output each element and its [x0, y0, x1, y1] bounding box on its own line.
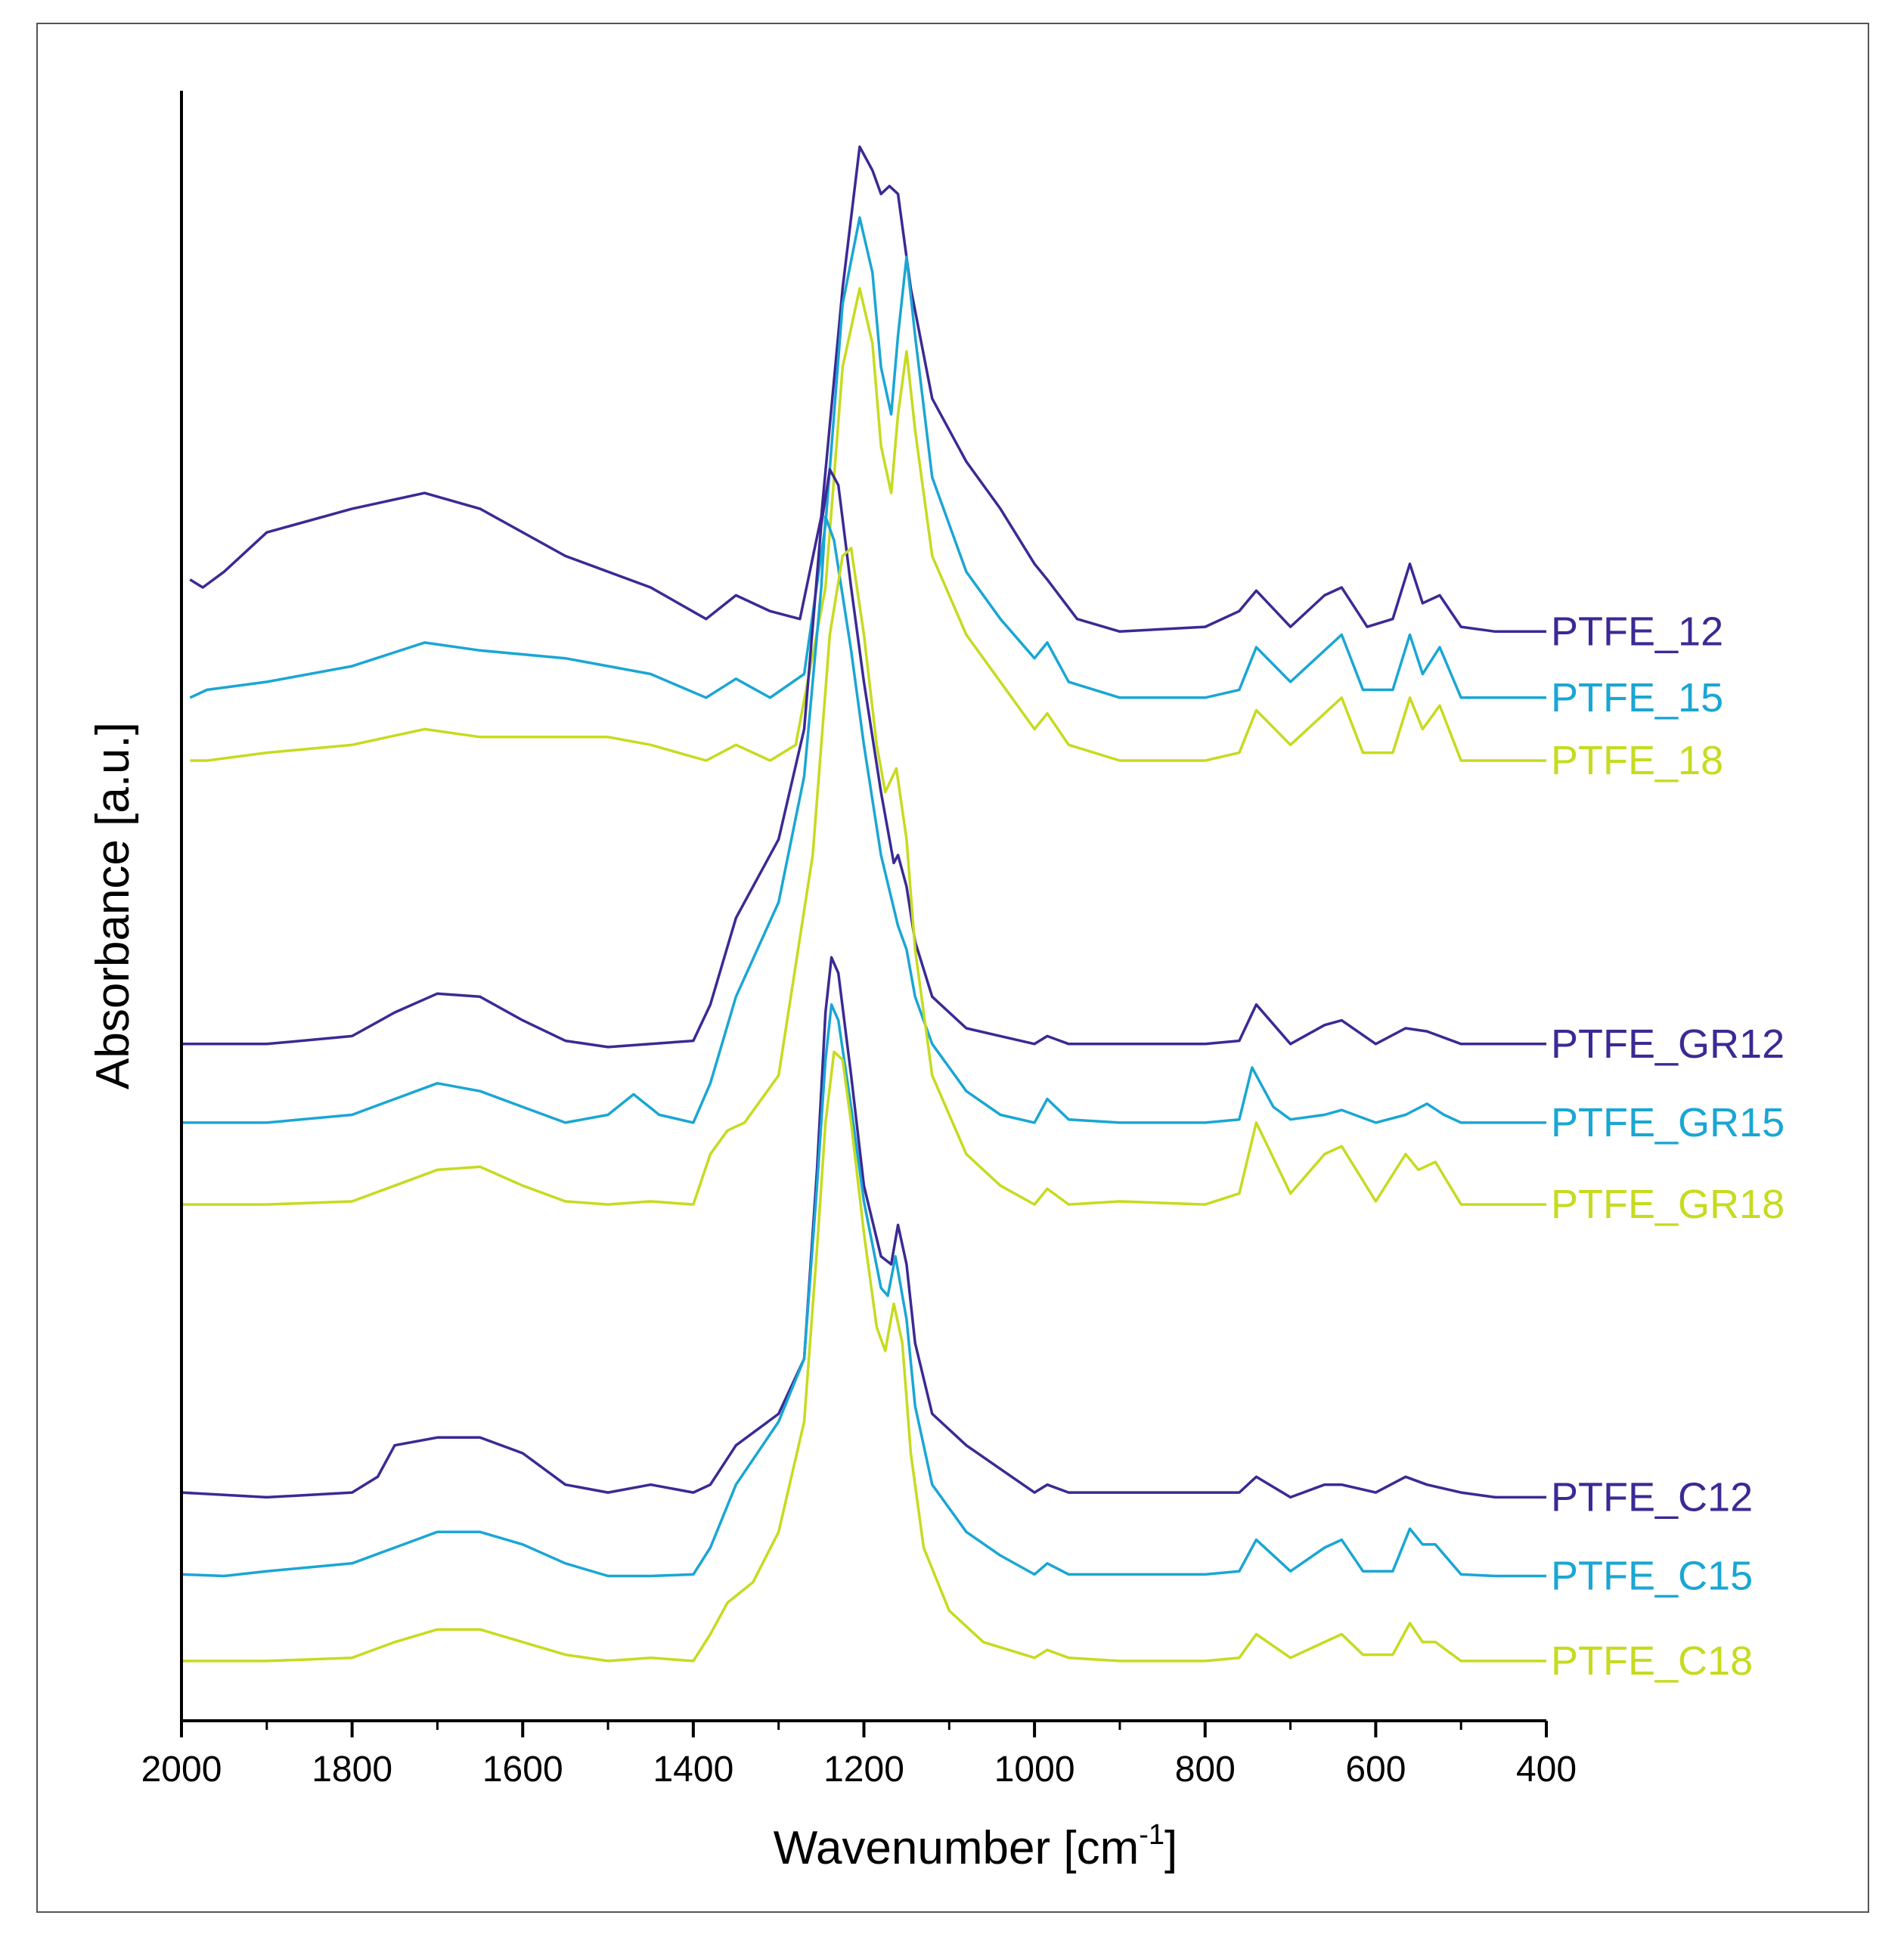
- x-tick-label: 1200: [823, 1749, 904, 1790]
- figure-frame: [36, 23, 1869, 1913]
- axes-layer: [180, 91, 1546, 1722]
- series-line-ptfe-15: [189, 216, 1546, 699]
- series-label-ptfe-gr12: PTFE_GR12: [1551, 1021, 1785, 1067]
- series-line-ptfe-gr18: [181, 547, 1546, 1206]
- series-line-ptfe-gr15: [181, 515, 1546, 1124]
- series-label-ptfe-c15: PTFE_C15: [1551, 1553, 1753, 1598]
- x-tick-label: 600: [1345, 1749, 1406, 1790]
- x-tick-label: 800: [1175, 1749, 1236, 1790]
- y-axis-title: Absorbance [a.u.]: [87, 722, 139, 1089]
- x-tick-label: 1800: [312, 1749, 392, 1790]
- series-label-ptfe-gr18: PTFE_GR18: [1551, 1182, 1785, 1227]
- series-label-ptfe-c18: PTFE_C18: [1551, 1638, 1753, 1684]
- series-label-ptfe-15: PTFE_15: [1551, 675, 1723, 721]
- series-line-ptfe-c18: [181, 1050, 1546, 1663]
- x-tick-label: 1400: [653, 1749, 733, 1790]
- series-layer: [181, 145, 1546, 1663]
- series-label-ptfe-18: PTFE_18: [1551, 738, 1723, 783]
- x-tick-label: 1600: [482, 1749, 563, 1790]
- series-line-ptfe-12: [189, 145, 1546, 634]
- series-label-ptfe-gr15: PTFE_GR15: [1551, 1100, 1785, 1145]
- series-line-ptfe-c12: [181, 956, 1546, 1499]
- series-line-ptfe-gr12: [181, 468, 1546, 1049]
- series-line-ptfe-c15: [181, 1003, 1546, 1578]
- x-axis-title: Wavenumber [cm-1]: [774, 1819, 1178, 1874]
- series-label-ptfe-c12: PTFE_C12: [1551, 1474, 1753, 1520]
- series-label-ptfe-12: PTFE_12: [1551, 609, 1723, 654]
- x-tick-label: 2000: [141, 1749, 222, 1790]
- x-ticks: 2000 1800 1600 1400 1200 1000 800 600 400: [141, 1721, 1577, 1790]
- x-tick-label: 1000: [994, 1749, 1075, 1790]
- series-labels: PTFE_12 PTFE_15 PTFE_18 PTFE_GR12 PTFE_GR15 P…: [1551, 609, 1785, 1684]
- series-line-ptfe-18: [190, 287, 1546, 762]
- x-tick-label: 400: [1516, 1749, 1577, 1790]
